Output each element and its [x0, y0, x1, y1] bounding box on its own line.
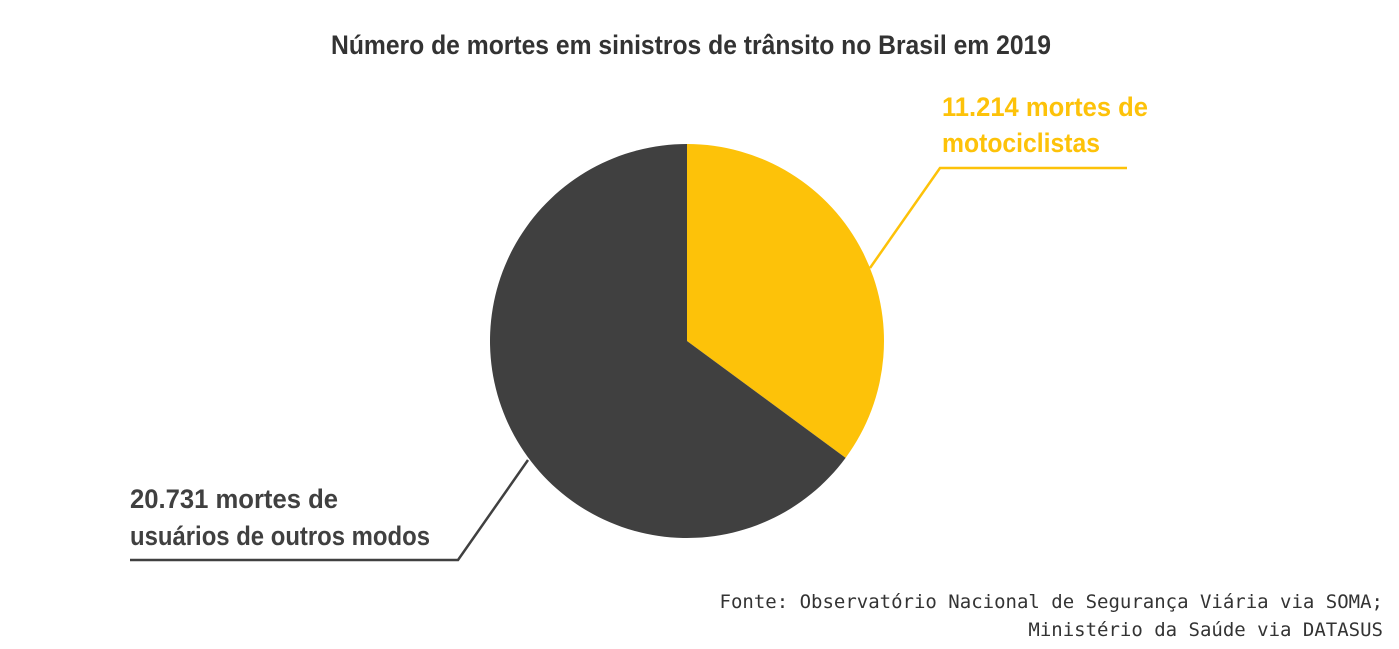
leader-line-motociclistas: [868, 166, 1127, 269]
source-line-2: Ministério da Saúde via DATASUS: [1028, 619, 1383, 641]
source-line-1: Fonte: Observatório Nacional de Seguranç…: [720, 591, 1383, 613]
pie-slice-motociclistas: [687, 144, 884, 458]
slice-label-motociclistas-line2: motociclistas: [942, 128, 1100, 158]
leader-line-outros: [130, 459, 530, 562]
slice-label-outros-line1: 20.731 mortes de: [130, 484, 338, 514]
slice-label-outros-line2: usuários de outros modos: [130, 521, 430, 551]
chart-title: Número de mortes em sinistros de trânsit…: [331, 30, 1051, 60]
slice-label-motociclistas-line1: 11.214 mortes de: [942, 92, 1148, 122]
pie-slice-outros-modos: [490, 144, 846, 538]
